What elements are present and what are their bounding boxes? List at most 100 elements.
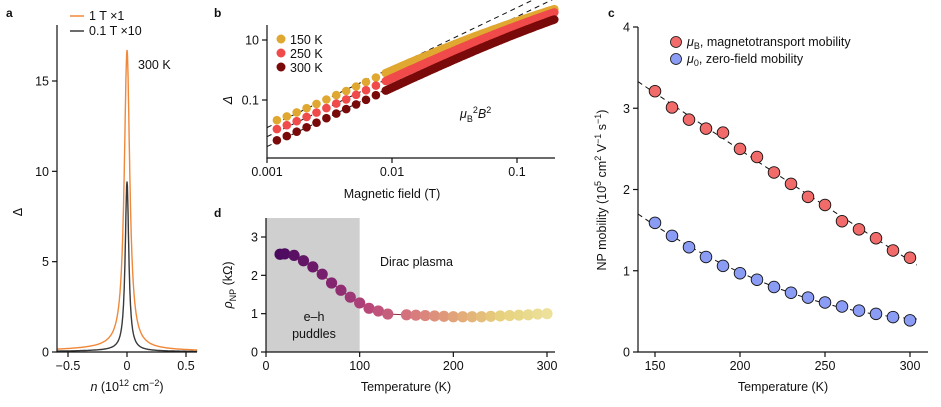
panel-a-ytick-label: 5 (42, 255, 49, 269)
panel-c-point-muB (665, 101, 679, 114)
panel-c-ytick-label: 0 (623, 346, 630, 360)
panel-c-fit-1 (637, 213, 917, 320)
panel-label-b: b (214, 6, 221, 20)
panel-b-point (282, 120, 292, 130)
panel-c-point-muB (767, 166, 781, 179)
panel-d-ticks: 0 100 200 300 0 1 2 3 (251, 231, 557, 374)
panel-c-point-muB (784, 177, 798, 191)
panel-d-xtick-label: 300 (537, 359, 558, 373)
panel-d-point (335, 284, 347, 296)
legend-marker-250K (276, 48, 286, 58)
panel-b-point (351, 100, 361, 109)
panel-c-ytick-label: 4 (623, 21, 630, 35)
panel-d-point (447, 311, 459, 323)
panel-d-point (325, 277, 338, 289)
legend-label-0.1T: 0.1 T ×10 (89, 24, 142, 38)
panel-c-point-muB (750, 150, 764, 164)
panel-b-point (272, 136, 282, 145)
panel-a-curve-0 (56, 49, 198, 351)
panel-d-ytick-label: 0 (251, 346, 258, 360)
panel-b-point (550, 15, 559, 24)
panel-b-xtick-label: 0.001 (251, 165, 282, 179)
panel-c-point-muB (648, 84, 662, 98)
panel-d-point (382, 308, 394, 320)
panel-d-point (541, 308, 553, 320)
panel-b-point (272, 124, 282, 134)
panel-d-point (429, 310, 441, 322)
panel-c-point-muB (869, 231, 883, 245)
panel-d-ytick-label: 3 (251, 231, 258, 245)
panel-b-point (341, 95, 351, 104)
panel-b-point (312, 99, 321, 109)
panel-b-point (550, 8, 559, 17)
panel-d-series (274, 248, 553, 323)
panel-d-xtick-label: 0 (263, 359, 270, 373)
legend-marker-muB (670, 36, 682, 48)
panel-a-xtick-label: 0 (124, 359, 131, 373)
panel-c-point-muB (716, 126, 730, 139)
panel-b-point (351, 82, 361, 91)
panel-c-point-mu0 (835, 300, 849, 313)
panel-d-point (288, 249, 300, 261)
panel-a-ytick-label: 0 (42, 346, 49, 360)
panel-d-point (410, 309, 422, 321)
panel-b-point (302, 123, 311, 132)
panel-a-xtick-label: −0.5 (56, 359, 81, 373)
panel-b-point (332, 90, 341, 100)
panel-c-ytick-label: 3 (623, 102, 630, 116)
panel-a-ylabel: Δ (11, 208, 25, 216)
panel-b-xlabel: Magnetic field (T) (344, 187, 441, 201)
panel-d-ytick-label: 2 (251, 269, 258, 283)
panel-b-point (272, 115, 282, 125)
annotation-eh: e–h (304, 310, 325, 324)
panel-c-xtick-label: 150 (645, 359, 666, 373)
panel-b-point (361, 95, 371, 105)
panel-b-point (282, 131, 292, 141)
panel-b-point (302, 112, 311, 122)
legend-label-muB: μB, magnetotransport mobility (686, 35, 851, 51)
panel-c-point-muB (682, 113, 696, 126)
panel-d-point (503, 309, 516, 322)
panel-d-shaded-region (266, 218, 360, 352)
panel-b-point (322, 95, 331, 104)
panel-c-point-mu0 (750, 273, 764, 286)
panel-b-point (312, 108, 321, 117)
panel-c: 150 200 250 300 0 1 2 3 4 NP mobility (105 cm2 V… (593, 21, 928, 394)
panel-a-ticks: −0.5 0 0.5 0 5 10 15 (35, 75, 195, 374)
panel-a-ytick-label: 15 (35, 75, 49, 89)
panel-c-point-muB (835, 214, 849, 228)
panel-b-series (272, 4, 559, 145)
panel-c-ytick-label: 2 (623, 183, 630, 197)
panel-b-point (332, 99, 341, 108)
panel-b-point (292, 116, 302, 126)
panel-b-ylabel: Δ (221, 96, 235, 105)
panel-c-xtick-label: 250 (815, 359, 836, 373)
panel-d-point (363, 302, 375, 314)
panel-d-point (466, 311, 478, 323)
legend-marker-mu0 (670, 53, 682, 65)
panel-c-point-mu0 (665, 229, 679, 243)
panel-label-d: d (214, 206, 221, 220)
legend-label-250K: 250 K (290, 47, 323, 61)
panel-c-point-muB (886, 244, 900, 257)
panel-b-point (341, 104, 351, 114)
legend-label-150K: 150 K (290, 33, 323, 47)
panel-b-point (282, 112, 292, 121)
panel-b-ytick-label: 0.1 (242, 94, 259, 108)
panel-b-xtick-label: 0.1 (508, 165, 525, 179)
panel-d-point (316, 268, 328, 280)
panel-b-point (371, 73, 381, 82)
panel-d-point (344, 291, 356, 303)
panel-b-point (302, 103, 311, 113)
panel-c-point-mu0 (886, 310, 900, 324)
panel-c-point-mu0 (784, 286, 798, 299)
panel-d-point (485, 310, 497, 322)
legend-label-300K: 300 K (290, 61, 323, 75)
panel-b-ytick-label: 10 (245, 34, 259, 48)
panel-c-xtick-label: 300 (900, 359, 921, 373)
panel-d-point (522, 309, 534, 321)
panel-d-point (400, 309, 413, 321)
annotation-dirac-plasma: Dirac plasma (380, 255, 453, 269)
panel-d-point (475, 311, 488, 323)
